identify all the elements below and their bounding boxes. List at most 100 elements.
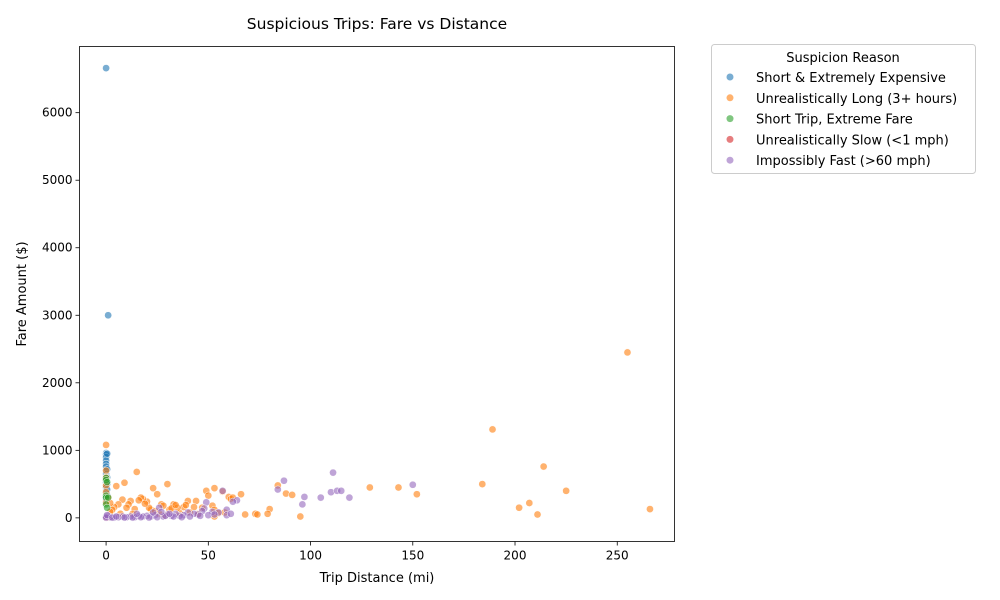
data-point [646,505,654,513]
data-point [102,441,110,449]
data-point [408,480,417,489]
series-2 [102,474,112,512]
data-point [141,499,149,508]
data-point [153,490,162,499]
data-point [300,493,309,501]
data-point [273,485,282,494]
data-point [329,468,337,477]
x-tick-label: 150 [401,549,424,563]
data-point [280,476,288,485]
legend: Suspicion Reason Short & Extremely Expen… [711,44,976,174]
x-tick-label: 0 [102,549,110,563]
plot-frame [79,46,675,542]
data-point [210,510,219,519]
data-point [186,512,194,521]
data-point [165,509,174,518]
data-point [237,490,245,499]
data-point [102,64,110,72]
data-point [337,487,346,495]
plot-area [102,64,654,522]
legend-items: Short & Extremely Expensive Unrealistical… [726,71,957,169]
data-point [104,493,112,502]
data-point [120,513,129,522]
data-point [533,510,542,519]
y-tick-label: 4000 [42,241,73,255]
data-point [112,512,121,521]
x-axis-label: Trip Distance (mi) [319,571,435,586]
data-point [122,503,131,512]
data-point [102,466,110,475]
data-point [345,493,354,502]
data-point [288,491,296,499]
data-point [132,468,141,476]
x-tick-label: 250 [606,549,629,563]
data-point [149,508,157,517]
data-point [241,510,249,519]
legend-label: Unrealistically Slow (<1 mph) [756,133,949,148]
y-tick-label: 5000 [42,173,73,187]
legend-label: Short Trip, Extreme Fare [756,113,913,128]
data-point [181,501,190,509]
series-4 [102,468,417,522]
legend-marker [726,73,734,81]
data-point [196,511,204,520]
legend-label: Unrealistically Long (3+ hours) [756,92,957,107]
legend-box [711,44,976,174]
data-point [210,484,219,492]
data-point [112,482,121,490]
y-tick-label: 6000 [42,106,73,120]
legend-marker [726,115,734,123]
x-axis: 0 50 100 150 200 250 [102,541,629,563]
legend-label: Short & Extremely Expensive [756,71,946,86]
data-point [218,487,227,495]
y-axis: 0 1000 2000 3000 4000 5000 6000 [42,106,80,525]
data-point [171,501,180,509]
data-point [478,480,487,488]
legend-marker [726,135,734,143]
data-point [157,507,166,516]
data-point [539,462,548,471]
data-point [562,487,570,495]
x-tick-label: 100 [299,549,322,563]
data-point [623,348,632,357]
legend-marker [726,156,734,164]
data-point [365,483,374,492]
data-point [145,513,153,522]
data-point [103,449,111,458]
legend-marker [726,94,734,102]
y-tick-label: 3000 [42,308,73,322]
y-tick-label: 0 [65,511,73,525]
data-point [229,497,237,506]
chart-title: Suspicious Trips: Fare vs Distance [247,15,507,33]
data-point [226,509,235,518]
data-point [515,503,523,512]
data-point [177,513,186,522]
x-tick-label: 50 [201,549,216,563]
y-tick-label: 1000 [42,443,73,457]
y-axis-label: Fare Amount ($) [15,241,30,346]
data-point [316,493,325,502]
data-point [488,425,497,434]
data-point [296,512,305,521]
data-point [120,478,129,487]
data-point [394,483,403,492]
data-point [132,509,141,518]
y-tick-label: 2000 [42,376,73,390]
data-point [413,490,421,499]
data-point [525,499,534,507]
data-point [149,484,157,492]
data-point [103,503,111,512]
data-point [253,510,262,519]
data-point [298,500,307,509]
legend-title: Suspicion Reason [786,51,900,66]
data-point [103,478,111,486]
x-tick-label: 200 [504,549,527,563]
data-point [263,509,272,518]
legend-label: Impossibly Fast (>60 mph) [756,154,931,169]
data-point [163,480,172,488]
data-point [204,491,213,500]
data-point [134,496,143,505]
data-point [104,311,112,320]
series-1 [102,348,654,521]
